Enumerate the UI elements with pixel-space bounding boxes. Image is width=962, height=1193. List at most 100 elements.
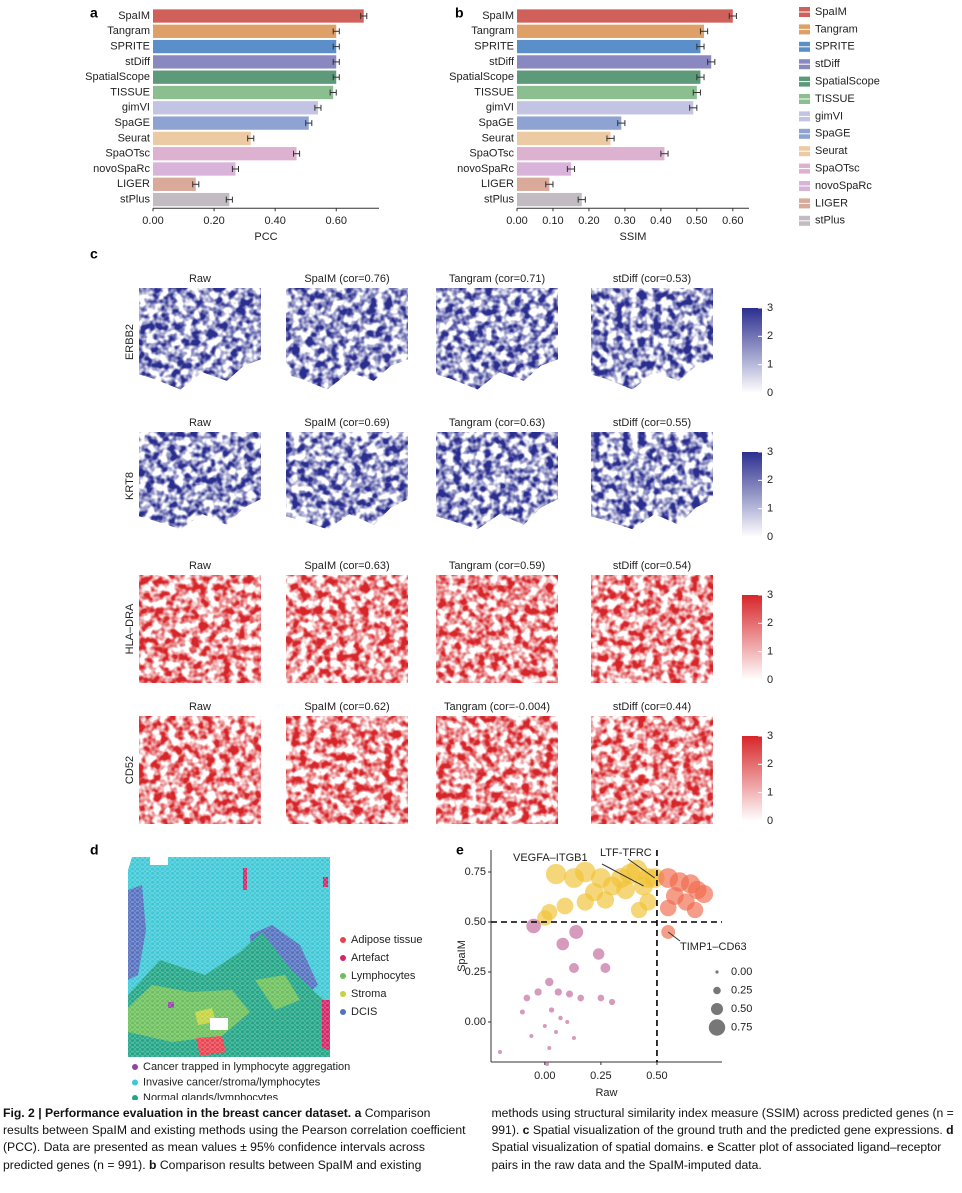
spatial-image xyxy=(436,288,558,390)
colorbar-tick-label: 2 xyxy=(767,758,773,770)
point xyxy=(554,988,562,996)
category-label: stPlus xyxy=(120,194,150,206)
category-label: stPlus xyxy=(484,194,514,206)
point xyxy=(526,918,541,934)
x-tick-label: 0.10 xyxy=(542,215,563,227)
legend-dot xyxy=(340,937,346,943)
x-axis-title: PCC xyxy=(254,231,277,243)
error-bar xyxy=(329,89,337,96)
error-bar xyxy=(660,150,669,157)
image-title: Raw xyxy=(189,273,211,285)
category-label: LIGER xyxy=(117,178,150,190)
colorbar-tick-label: 0 xyxy=(767,815,773,827)
point xyxy=(576,893,594,911)
size-legend-label: 0.50 xyxy=(731,1003,752,1015)
category-label: Tangram xyxy=(471,25,514,37)
image-title: SpaIM (cor=0.63) xyxy=(304,560,389,572)
error-bar xyxy=(692,89,701,96)
error-bar xyxy=(231,166,240,172)
panel-label: b xyxy=(455,5,464,21)
colorbar-tick-label: 0 xyxy=(767,387,773,399)
y-tick-label: 0.50 xyxy=(465,916,486,928)
point xyxy=(565,990,574,998)
point xyxy=(565,1020,570,1024)
legend-label: Cancer trapped in lymphocyte aggregation xyxy=(143,1061,350,1073)
point xyxy=(554,1030,559,1034)
figure: a SpaIM Tangram SPRITE stDiff SpatialScope TIS… xyxy=(85,5,880,1100)
category-label: SpaIM xyxy=(482,10,514,22)
x-tick-label: 0.20 xyxy=(578,215,599,227)
error-bar xyxy=(192,181,200,188)
spatial-image xyxy=(436,432,558,530)
error-bar xyxy=(247,135,255,142)
legend-label: stPlus xyxy=(815,215,845,227)
error-bar xyxy=(696,43,705,50)
colorbar xyxy=(742,308,762,393)
legend-label: Artefact xyxy=(351,952,389,964)
legend-label: SPRITE xyxy=(815,41,855,53)
error-bar xyxy=(707,58,716,65)
spatial-image xyxy=(286,575,408,683)
caption-label: c xyxy=(522,1123,530,1138)
image-title: stDiff (cor=0.44) xyxy=(613,701,691,713)
category-label: SpaIM xyxy=(118,10,150,22)
y-tick-label: 0.00 xyxy=(465,1016,486,1028)
spatial-image xyxy=(139,716,261,824)
panel-label: a xyxy=(90,5,98,21)
spatial-image xyxy=(591,288,713,390)
x-axis-title: Raw xyxy=(595,1087,617,1099)
x-tick-label: 0.00 xyxy=(506,215,527,227)
category-label: stDiff xyxy=(125,56,151,68)
y-tick-label: 0.75 xyxy=(465,866,486,878)
colorbar-tick-label: 3 xyxy=(767,302,773,314)
bar xyxy=(153,24,337,38)
point xyxy=(548,1007,555,1013)
bar xyxy=(153,39,337,54)
error-bar xyxy=(332,43,340,50)
spatial-image xyxy=(139,432,261,530)
error-bar xyxy=(545,181,554,188)
colorbar-tick-label: 3 xyxy=(767,589,773,601)
size-legend-dot xyxy=(708,1019,726,1036)
spatial-image xyxy=(286,288,408,390)
image-title: Tangram (cor=-0.004) xyxy=(444,701,550,713)
point xyxy=(630,901,648,919)
error-bar xyxy=(606,135,615,142)
x-tick-label: 0.25 xyxy=(590,1070,611,1082)
bar xyxy=(153,147,297,161)
category-label: novoSpaRc xyxy=(93,163,150,175)
colorbar-tick-label: 3 xyxy=(767,446,773,458)
bar xyxy=(517,70,701,84)
point xyxy=(600,963,611,973)
x-tick-label: 0.50 xyxy=(646,1070,667,1082)
legend-label: Tangram xyxy=(815,23,858,35)
annotation-leader xyxy=(667,931,681,942)
legend-label: Adipose tissue xyxy=(351,934,423,946)
legend-label: SpaGE xyxy=(815,128,850,140)
x-tick-label: 0.40 xyxy=(650,215,671,227)
category-label: SpaGE xyxy=(115,117,150,129)
category-label: SpatialScope xyxy=(449,71,514,83)
spatial-image xyxy=(591,716,713,824)
error-bar xyxy=(696,74,705,81)
legend-label: Stroma xyxy=(351,988,387,1000)
point xyxy=(659,899,677,917)
legend-dot xyxy=(132,1095,138,1100)
error-bar xyxy=(292,150,301,157)
point xyxy=(545,977,554,987)
bar xyxy=(517,116,622,130)
bar xyxy=(517,101,694,115)
image-title: SpaIM (cor=0.69) xyxy=(304,417,389,429)
category-label: SPRITE xyxy=(474,41,514,53)
category-label: Seurat xyxy=(118,132,150,144)
domain-map xyxy=(128,857,330,1057)
category-label: LIGER xyxy=(481,178,514,190)
bar xyxy=(517,162,571,176)
colorbar-tick-label: 2 xyxy=(767,330,773,342)
point xyxy=(529,1034,534,1038)
point xyxy=(519,1009,525,1015)
spatial-image xyxy=(591,432,713,530)
point xyxy=(592,948,605,960)
point xyxy=(497,1050,502,1054)
